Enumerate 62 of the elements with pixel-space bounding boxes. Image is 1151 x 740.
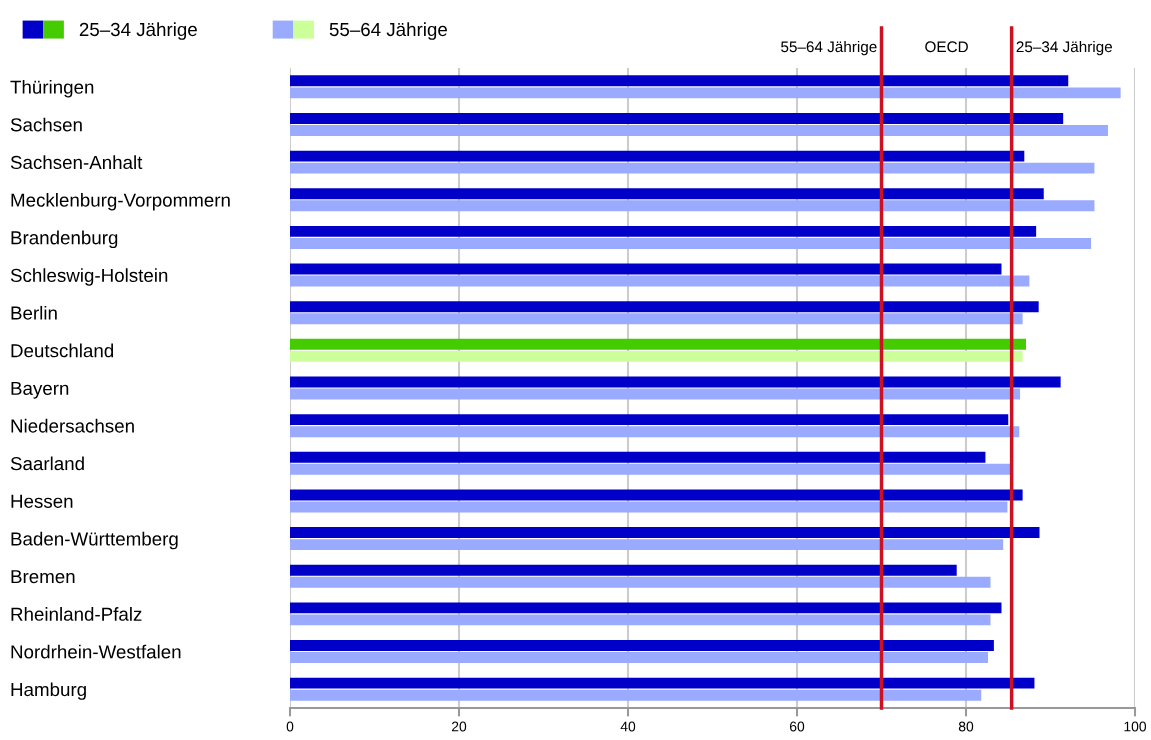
y-tick-label: Sachsen — [10, 117, 82, 132]
bar — [290, 350, 1023, 362]
bar — [290, 188, 1044, 200]
bar — [290, 162, 1095, 174]
bar — [290, 527, 1040, 539]
bar — [290, 237, 1092, 249]
x-tick-label: 40 — [620, 721, 636, 732]
y-tick-label: Bayern — [11, 381, 69, 399]
bar — [290, 677, 1035, 689]
bar — [290, 564, 957, 576]
bar — [290, 200, 1095, 212]
bar — [290, 376, 1061, 388]
x-tick-label: 0 — [286, 721, 294, 732]
bar — [290, 225, 1037, 237]
y-tick-label: Saarland — [10, 456, 84, 471]
ref-line-label: 55–64 Jährige — [781, 40, 877, 56]
y-tick-label: Mecklenburg-Vorpommern — [11, 192, 230, 211]
y-tick-label: Deutschland — [11, 343, 114, 358]
x-tick-label: 20 — [451, 721, 467, 732]
bar — [290, 489, 1023, 501]
bar — [290, 602, 1002, 614]
y-tick-label: Nordrhein-Westfalen — [11, 644, 181, 659]
bar — [290, 388, 1021, 400]
legend-label: 25–34 Jährige — [79, 22, 197, 40]
y-tick-label: Hessen — [11, 494, 73, 508]
bar — [290, 275, 1030, 287]
y-tick-label: Berlin — [11, 305, 57, 320]
text: OECD — [925, 41, 968, 53]
bar — [290, 263, 1002, 275]
bar — [290, 112, 1064, 124]
x-tick-label: 80 — [958, 721, 974, 732]
y-tick-label: Brandenburg — [11, 230, 118, 249]
legend-label: 55–64 Jährige — [329, 22, 447, 40]
bar — [290, 463, 1012, 475]
bar — [290, 125, 1108, 136]
bar — [290, 150, 1025, 162]
bar — [290, 539, 1004, 551]
bar — [290, 414, 1009, 426]
y-tick-label: Sachsen-Anhalt — [10, 155, 143, 170]
bar — [290, 426, 1020, 438]
y-tick-label: Hamburg — [11, 682, 86, 700]
bar — [290, 451, 986, 463]
bar — [290, 338, 1026, 350]
bar — [290, 75, 1069, 87]
y-tick-label: Niedersachsen — [11, 418, 134, 433]
bar — [290, 501, 1008, 513]
bar — [290, 652, 988, 664]
x-tick-label: 60 — [789, 721, 805, 732]
bar — [290, 640, 994, 651]
y-tick-label: Thüringen — [10, 80, 94, 98]
bar — [290, 313, 1023, 325]
y-tick-label: Schleswig-Holstein — [10, 268, 168, 286]
x-tick-label: 100 — [1124, 721, 1147, 732]
y-tick-label: Rheinland-Pfalz — [11, 607, 142, 621]
bar — [290, 576, 991, 588]
bar — [290, 614, 991, 626]
bar — [290, 689, 982, 701]
ref-line-label: 25–34 Jährige — [1016, 40, 1113, 56]
bar — [290, 301, 1039, 313]
y-tick-label: Bremen — [11, 570, 75, 584]
bar — [290, 87, 1121, 99]
y-tick-label: Baden-Württemberg — [11, 531, 178, 550]
